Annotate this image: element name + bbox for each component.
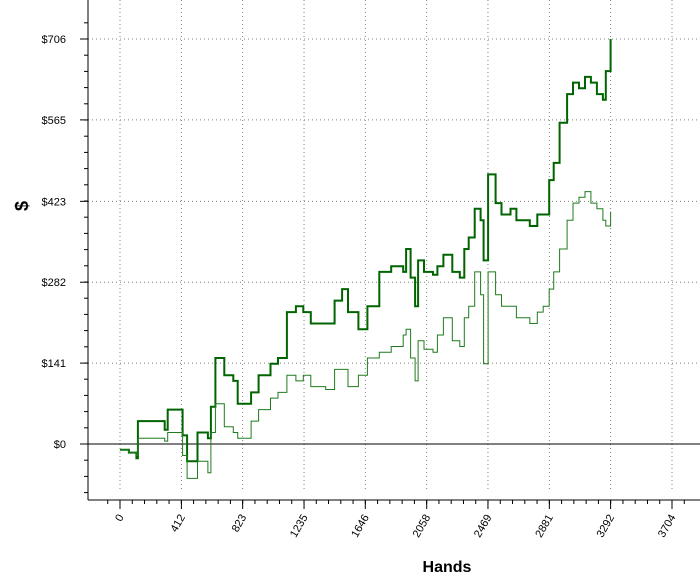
y-tick-label-0: $0: [54, 439, 66, 451]
y-axis-title: $: [12, 201, 32, 211]
y-tick-label-1: $141: [42, 358, 66, 370]
series-line-0: [120, 39, 612, 463]
y-axis: $0 $141 $282 $423 $565 $706: [42, 0, 89, 500]
series-line-1: [120, 191, 612, 479]
y-tick-label-4: $565: [42, 115, 66, 127]
y-tick-label-5: $706: [42, 34, 66, 46]
y-tick-label-3: $423: [42, 196, 66, 208]
x-axis-title: Hands: [423, 559, 472, 576]
series-lines: [120, 39, 612, 479]
y-tick-label-2: $282: [42, 277, 66, 289]
x-tick-label-0: 0: [113, 513, 126, 524]
